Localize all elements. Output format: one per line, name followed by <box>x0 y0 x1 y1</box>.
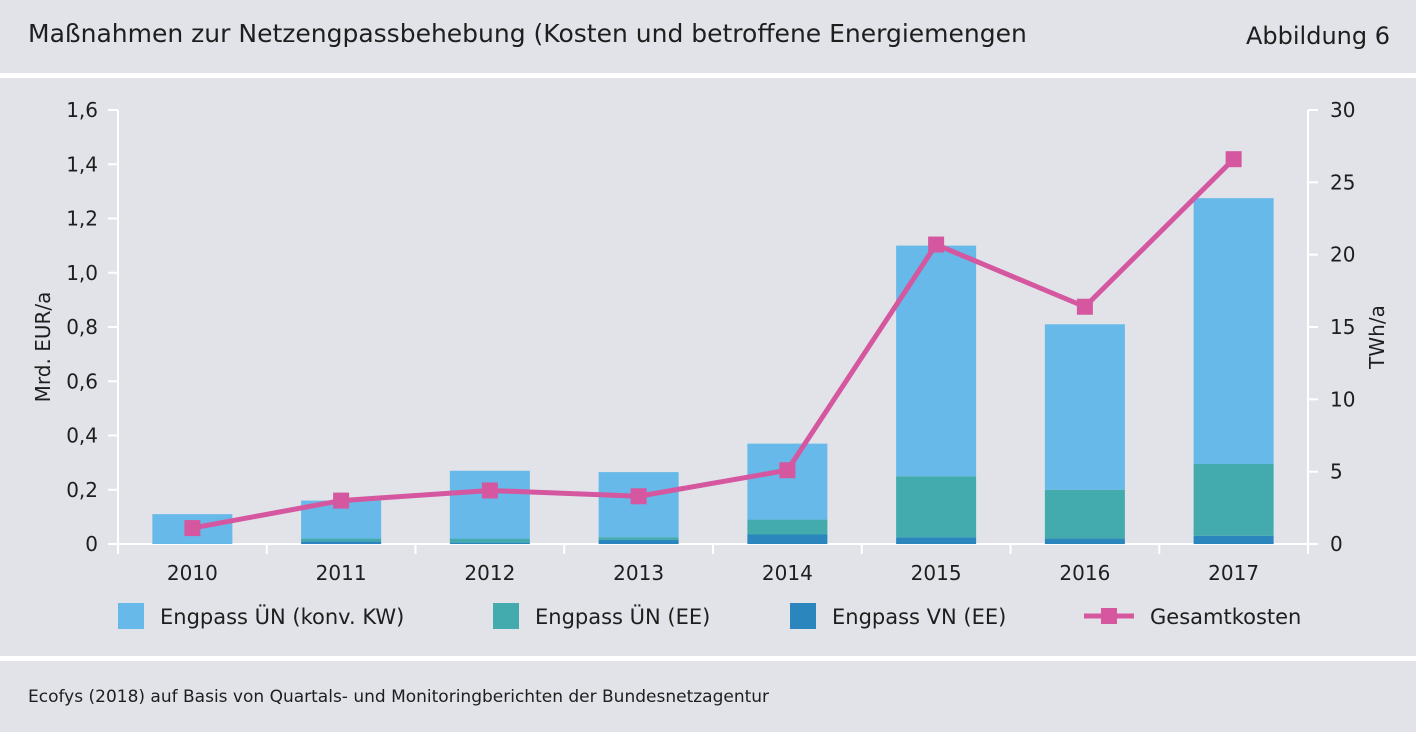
figure-label: Abbildung 6 <box>1245 22 1390 50</box>
bar-ee_vn-2012 <box>449 542 530 544</box>
y-tick-right-label: 25 <box>1330 170 1355 194</box>
bar-konv-2013 <box>598 472 679 538</box>
bar-ee_un-2014 <box>747 519 828 535</box>
y-tick-right-label: 0 <box>1330 532 1343 556</box>
marker-gesamtkosten-2017 <box>1225 151 1242 168</box>
bar-ee_vn-2015 <box>896 537 977 544</box>
bar-konv-2017 <box>1193 198 1274 464</box>
bar-ee_un-2012 <box>449 538 530 543</box>
bar-konv-2014 <box>747 443 828 520</box>
marker-gesamtkosten-2016 <box>1076 298 1093 315</box>
legend-ee-un-swatch <box>493 603 519 629</box>
x-tick-label: 2012 <box>464 561 515 585</box>
legend-konv-swatch <box>118 603 144 629</box>
x-tick-label: 2014 <box>762 561 813 585</box>
legend-ee-un-label: Engpass ÜN (EE) <box>535 604 710 629</box>
x-tick-label: 2016 <box>1059 561 1110 585</box>
bar-ee_un-2016 <box>1044 489 1125 539</box>
marker-gesamtkosten-2015 <box>928 236 945 253</box>
x-tick-label: 2017 <box>1208 561 1259 585</box>
y-tick-left-label: 1,6 <box>66 98 98 122</box>
y-tick-right-label: 15 <box>1330 315 1355 339</box>
page-title: Maßnahmen zur Netzengpassbehebung (Koste… <box>28 19 1027 48</box>
legend-konv-label: Engpass ÜN (konv. KW) <box>160 604 404 629</box>
x-tick-label: 2015 <box>911 561 962 585</box>
header-bar: Maßnahmen zur Netzengpassbehebung (Koste… <box>0 0 1416 73</box>
y-tick-left-label: 1,4 <box>66 152 98 176</box>
y-tick-left-label: 0,8 <box>66 315 98 339</box>
legend-gesamtkosten-swatch-marker <box>1101 608 1117 624</box>
chart-panel: 0 0,2 0,4 0,6 0,8 1,0 1,2 1,4 1,6 0 5 10 15 20 25 30 Mrd… <box>0 78 1416 656</box>
bar-ee_vn-2011 <box>301 541 382 544</box>
bar-ee_vn-2014 <box>747 534 828 544</box>
legend-ee-vn-swatch <box>790 603 816 629</box>
marker-gesamtkosten-2010 <box>184 520 201 537</box>
bar-ee_un-2017 <box>1193 463 1274 536</box>
y-tick-left-label: 0,2 <box>66 478 98 502</box>
y-axis-right-title: TWh/a <box>1365 305 1389 370</box>
y-tick-left-label: 0,6 <box>66 369 98 393</box>
y-axis-left-title: Mrd. EUR/a <box>31 292 55 403</box>
chart-svg: 0 0,2 0,4 0,6 0,8 1,0 1,2 1,4 1,6 0 5 10 15 20 25 30 Mrd… <box>31 98 1389 629</box>
bar-ee_un-2011 <box>301 538 382 542</box>
y-tick-left-label: 0,4 <box>66 424 98 448</box>
legend-gesamtkosten-label: Gesamtkosten <box>1150 605 1301 629</box>
source-note: Ecofys (2018) auf Basis von Quartals- un… <box>28 687 770 707</box>
y-tick-right-label: 20 <box>1330 243 1355 267</box>
footer-bar: Ecofys (2018) auf Basis von Quartals- un… <box>0 661 1416 732</box>
x-tick-label: 2010 <box>167 561 218 585</box>
marker-gesamtkosten-2012 <box>481 482 498 499</box>
bar-ee_vn-2013 <box>598 539 679 544</box>
marker-gesamtkosten-2013 <box>630 488 647 505</box>
bar-konv-2012 <box>449 470 530 539</box>
x-tick-label: 2011 <box>316 561 367 585</box>
y-tick-left-label: 1,2 <box>66 207 98 231</box>
bar-ee_vn-2017 <box>1193 535 1274 544</box>
bar-ee_un-2013 <box>598 537 679 540</box>
y-tick-right-label: 5 <box>1330 460 1343 484</box>
legend-ee-vn-label: Engpass VN (EE) <box>832 605 1006 629</box>
bar-ee_vn-2016 <box>1044 538 1125 544</box>
marker-gesamtkosten-2014 <box>779 462 796 479</box>
marker-gesamtkosten-2011 <box>333 492 350 509</box>
y-tick-right-label: 10 <box>1330 387 1355 411</box>
y-tick-left-label: 1,0 <box>66 261 98 285</box>
bar-konv-2016 <box>1044 324 1125 490</box>
x-tick-label: 2013 <box>613 561 664 585</box>
y-tick-left-label: 0 <box>85 532 98 556</box>
line-gesamtkosten <box>191 157 1236 531</box>
bar-konv-2015 <box>896 245 977 477</box>
bar-ee_un-2015 <box>896 476 977 538</box>
y-tick-right-label: 30 <box>1330 98 1355 122</box>
